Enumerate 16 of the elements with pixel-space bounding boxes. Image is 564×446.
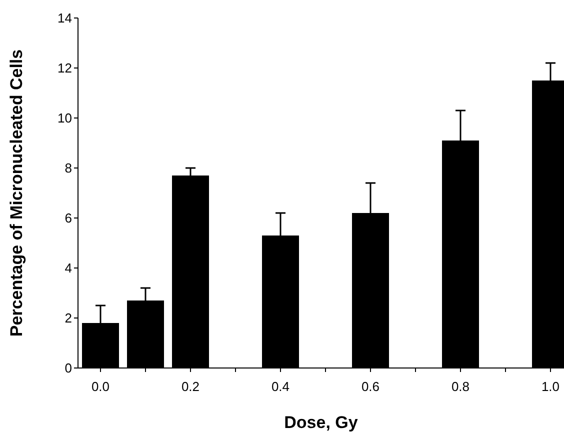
y-tick-label: 4 xyxy=(64,260,72,276)
y-tick-label: 8 xyxy=(64,160,72,176)
x-axis-title: Dose, Gy xyxy=(284,413,358,432)
y-axis-title: Percentage of Micronucleated Cells xyxy=(7,49,26,337)
y-tick-label: 12 xyxy=(58,60,72,76)
x-tick-label: 1.0 xyxy=(541,379,560,394)
y-tick-label: 6 xyxy=(64,210,72,226)
y-tick-label: 10 xyxy=(58,110,72,126)
y-tick-label: 2 xyxy=(64,310,72,326)
x-tick-label: 0.2 xyxy=(181,379,200,394)
x-tick-label: 0.8 xyxy=(451,379,470,394)
x-tick-label: 0.4 xyxy=(271,379,290,394)
y-tick-label: 0 xyxy=(64,360,72,376)
x-tick-label: 0.6 xyxy=(361,379,380,394)
x-tick-label: 0.0 xyxy=(91,379,110,394)
y-tick-label: 14 xyxy=(58,10,72,26)
